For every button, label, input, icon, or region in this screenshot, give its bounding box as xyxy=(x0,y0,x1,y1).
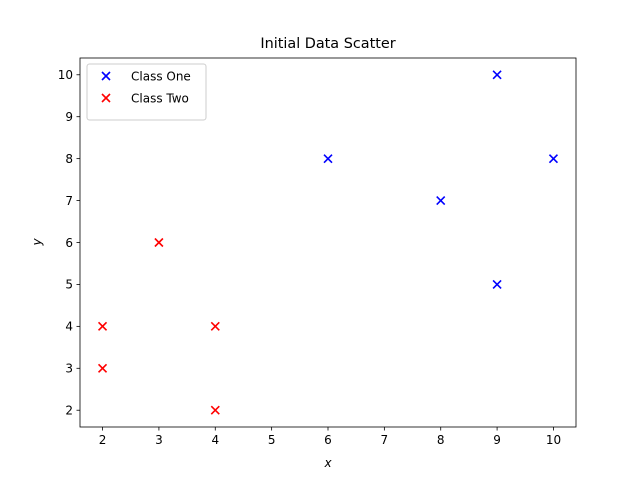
chart-title: Initial Data Scatter xyxy=(260,36,395,52)
legend-label: Class One xyxy=(131,69,191,83)
series-1 xyxy=(97,237,220,415)
x-tick-label: 2 xyxy=(99,433,107,447)
marker-stroke xyxy=(492,70,502,80)
plot-area: 2 3 4 5 6 7 8 9 10 2 3 4 5 6 7 8 9 10 xyxy=(58,57,577,447)
marker-stroke xyxy=(210,321,220,331)
y-tick-label: 9 xyxy=(65,110,73,124)
marker-stroke xyxy=(154,237,164,248)
y-tick-label: 4 xyxy=(65,320,73,334)
marker-stroke xyxy=(323,154,333,164)
data-point xyxy=(97,321,108,331)
data-point xyxy=(154,237,164,248)
x-tick-label: 3 xyxy=(155,433,163,447)
x-tick-label: 4 xyxy=(211,433,219,447)
data-point xyxy=(323,154,333,164)
legend: Class One Class Two xyxy=(86,63,207,121)
y-tick-label: 8 xyxy=(65,152,73,166)
marker-stroke xyxy=(97,363,108,373)
x-tick-label: 5 xyxy=(268,433,276,447)
y-tick-label: 3 xyxy=(65,362,73,376)
x-tick-label: 9 xyxy=(493,433,501,447)
data-point xyxy=(492,279,502,289)
marker-stroke xyxy=(101,93,111,103)
data-point xyxy=(492,70,502,80)
legend-marker xyxy=(101,93,111,103)
marker-stroke xyxy=(492,279,502,289)
marker-stroke xyxy=(210,405,220,415)
x-tick-label: 8 xyxy=(437,433,445,447)
x-tick-label: 7 xyxy=(381,433,389,447)
legend-frame xyxy=(86,63,207,121)
data-point xyxy=(210,405,220,415)
x-tick-label: 6 xyxy=(324,433,332,447)
x-tick-label: 10 xyxy=(546,433,561,447)
legend-label: Class Two xyxy=(131,91,189,105)
marker-stroke xyxy=(436,196,446,206)
marker-stroke xyxy=(548,154,559,164)
data-point xyxy=(548,154,559,164)
y-tick-label: 5 xyxy=(65,278,73,292)
series-0 xyxy=(323,70,559,289)
y-tick-label: 6 xyxy=(65,236,73,250)
data-point xyxy=(436,196,446,206)
y-tick-label: 10 xyxy=(58,68,73,82)
legend-marker xyxy=(101,71,111,81)
data-point xyxy=(97,363,108,373)
y-axis-label: y xyxy=(30,238,44,247)
marker-stroke xyxy=(101,71,111,81)
y-tick-label: 2 xyxy=(65,404,73,418)
data-point xyxy=(210,321,220,331)
x-axis-label: x xyxy=(323,456,332,470)
marker-stroke xyxy=(97,321,108,331)
y-tick-label: 7 xyxy=(65,194,73,208)
